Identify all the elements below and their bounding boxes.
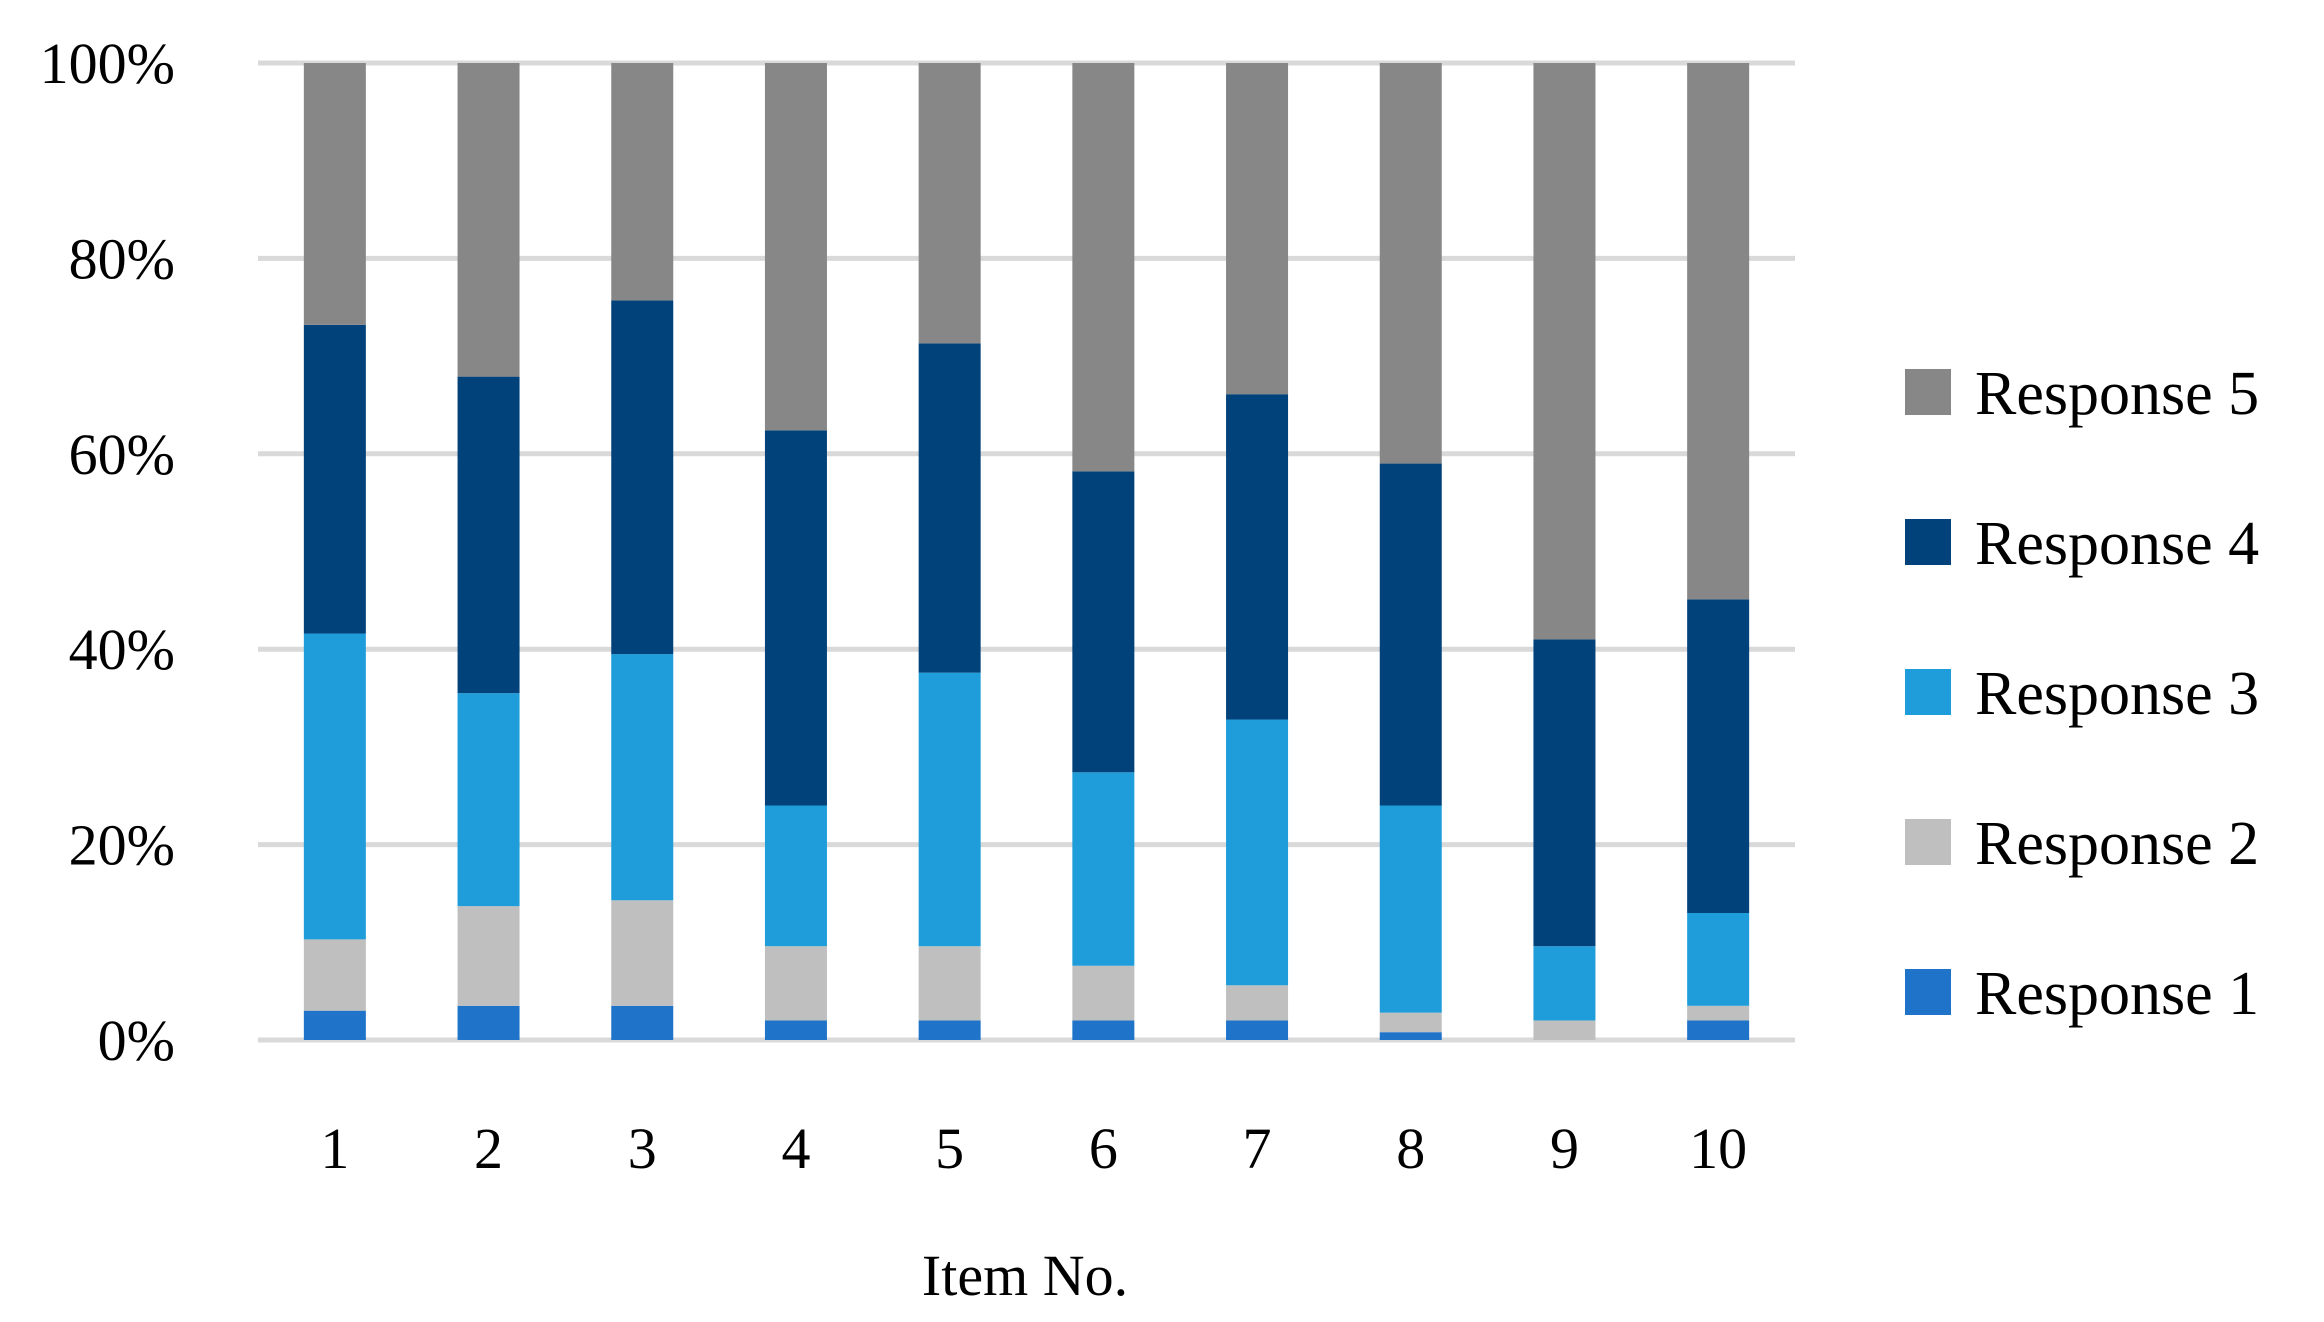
bar-segment-response-5 [764, 63, 827, 431]
bar-segment-response-4 [611, 300, 674, 655]
x-tick-label: 10 [1689, 1116, 1747, 1181]
x-axis-tick-labels: 1 2 3 4 5 6 7 8 9 10 [320, 1116, 1747, 1181]
legend-swatch [1905, 369, 1951, 415]
legend-item: Response 2 [1905, 810, 2259, 878]
bar-segment-response-3 [303, 633, 366, 940]
bar-segment-response-3 [1226, 719, 1289, 986]
x-tick-label: 2 [474, 1116, 503, 1181]
legend-swatch [1905, 519, 1951, 565]
y-tick-label: 0% [98, 1008, 175, 1073]
legend-swatch [1905, 819, 1951, 865]
bar-segment-response-2 [764, 946, 827, 1021]
legend-label: Response 1 [1975, 960, 2259, 1028]
bar-segment-response-4 [303, 324, 366, 634]
bar-segment-response-4 [1533, 639, 1596, 947]
y-tick-label: 20% [69, 813, 175, 878]
legend-label: Response 3 [1975, 660, 2259, 728]
bar-segment-response-5 [1687, 63, 1750, 600]
legend-swatch [1905, 969, 1951, 1015]
bar-segment-response-1 [764, 1020, 827, 1040]
bar-segment-response-3 [1533, 946, 1596, 1021]
bar-segment-response-1 [1072, 1020, 1135, 1040]
legend-item: Response 1 [1905, 960, 2259, 1028]
bar-segment-response-5 [1379, 63, 1442, 464]
y-tick-label: 80% [69, 226, 175, 291]
x-tick-label: 8 [1396, 1116, 1425, 1181]
bar-segment-response-2 [303, 939, 366, 1011]
bar-segment-response-5 [1226, 63, 1289, 395]
bar-segment-response-4 [1379, 463, 1442, 806]
legend-label: Response 2 [1975, 810, 2259, 878]
legend-item: Response 3 [1905, 660, 2259, 728]
legend-label: Response 5 [1975, 360, 2259, 428]
bar-segment-response-5 [1533, 63, 1596, 640]
bar-segment-response-2 [1533, 1020, 1596, 1040]
bar-segment-response-4 [1687, 599, 1750, 913]
bar-segment-response-3 [1072, 772, 1135, 966]
bar-segment-response-1 [457, 1005, 520, 1040]
bar-segment-response-4 [764, 430, 827, 806]
legend-swatch [1905, 669, 1951, 715]
x-tick-label: 6 [1089, 1116, 1118, 1181]
bar-segment-response-2 [1379, 1012, 1442, 1033]
bar-segment-response-5 [918, 63, 981, 344]
bar-segment-response-4 [457, 376, 520, 694]
bar-segment-response-3 [764, 805, 827, 947]
legend: Response 5 Response 4 Response 3 Response 2… [1905, 360, 2259, 1028]
bar-segment-response-1 [611, 1005, 674, 1040]
bar-segment-response-2 [457, 906, 520, 1006]
bar-segment-response-5 [611, 63, 674, 301]
bar-segment-response-2 [611, 900, 674, 1006]
y-axis-tick-labels: 0% 20% 40% 60% 80% 100% [40, 31, 175, 1073]
bar-segment-response-3 [1379, 805, 1442, 1013]
bar-segment-response-4 [918, 343, 981, 673]
y-tick-label: 40% [69, 617, 175, 682]
bar-segment-response-3 [611, 654, 674, 901]
bar-segment-response-3 [1687, 912, 1750, 1006]
bar-segment-response-5 [303, 63, 366, 325]
bar-segment-response-4 [1226, 394, 1289, 720]
bar-segment-response-3 [918, 672, 981, 947]
x-tick-label: 1 [320, 1116, 349, 1181]
bar-segment-response-5 [457, 63, 520, 377]
bar-segment-response-2 [918, 946, 981, 1021]
bar-segment-response-1 [303, 1010, 366, 1040]
x-tick-label: 7 [1243, 1116, 1272, 1181]
bar-segment-response-5 [1072, 63, 1135, 472]
x-axis-title: Item No. [922, 1243, 1128, 1308]
bar-segment-response-2 [1072, 965, 1135, 1021]
x-tick-label: 3 [628, 1116, 657, 1181]
bar-segment-response-1 [1379, 1032, 1442, 1040]
bar-segment-response-3 [457, 693, 520, 907]
y-tick-label: 60% [69, 422, 175, 487]
bar-segment-response-2 [1226, 985, 1289, 1021]
bars [303, 63, 1750, 1040]
legend-item: Response 4 [1905, 510, 2259, 578]
bar-segment-response-1 [1226, 1020, 1289, 1040]
bar-segment-response-1 [1687, 1020, 1750, 1040]
x-tick-label: 5 [935, 1116, 964, 1181]
bar-segment-response-2 [1687, 1005, 1750, 1021]
legend-label: Response 4 [1975, 510, 2259, 578]
bar-segment-response-4 [1072, 471, 1135, 773]
y-tick-label: 100% [40, 31, 175, 96]
x-tick-label: 9 [1550, 1116, 1579, 1181]
x-tick-label: 4 [781, 1116, 810, 1181]
bar-segment-response-1 [918, 1020, 981, 1040]
legend-item: Response 5 [1905, 360, 2259, 428]
